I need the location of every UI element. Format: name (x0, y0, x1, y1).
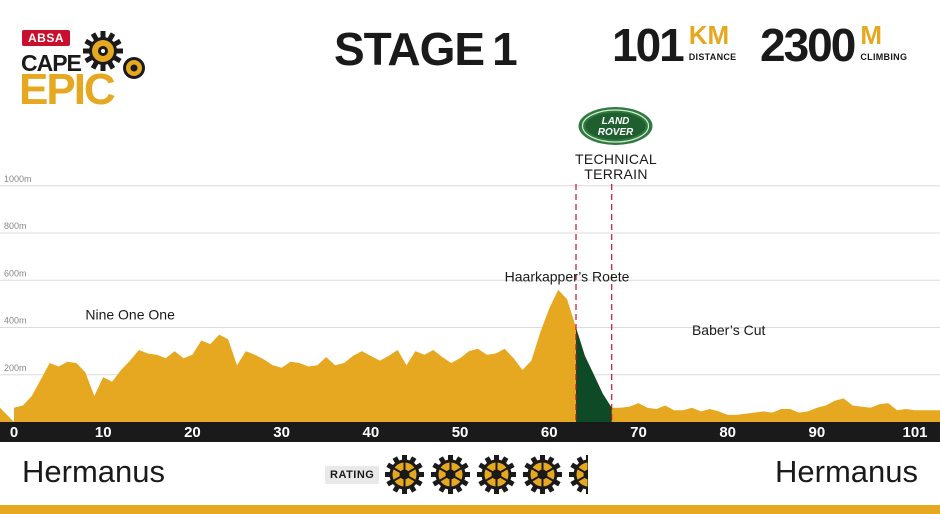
y-tick-label-400: 400m (4, 316, 27, 326)
x-tick-label-60: 60 (541, 424, 558, 441)
x-tick-label-101: 101 (902, 424, 927, 441)
finish-town: Hermanus (775, 454, 918, 489)
stage-label: STAGE (334, 23, 485, 75)
x-tick-label-50: 50 (452, 424, 469, 441)
start-town: Hermanus (22, 454, 165, 489)
x-tick-label-30: 30 (273, 424, 290, 441)
stage-title: STAGE 1 (334, 22, 518, 76)
climbing-value: 2300 (760, 19, 856, 71)
x-tick-label-90: 90 (809, 424, 826, 441)
logo-cog-small-icon (123, 57, 145, 79)
technical-terrain-line2: TERRAIN (584, 166, 648, 182)
climbing-label: CLIMBING (860, 52, 908, 62)
technical-terrain-area (576, 327, 612, 422)
chart-x-axis: 0 10 20 30 40 50 60 70 80 90 101 (0, 422, 940, 442)
y-tick-label-200: 200m (4, 363, 27, 373)
land-rover-badge: LAND ROVER (578, 107, 653, 145)
y-tick-label-600: 600m (4, 268, 27, 278)
logo-line-cape: CAPE (21, 50, 82, 76)
climbing-unit: M (860, 20, 883, 50)
x-tick-label-10: 10 (95, 424, 112, 441)
distance-unit: KM (688, 20, 730, 50)
rating-cog-half-icon (569, 455, 589, 494)
rating-cog-icon (431, 455, 471, 494)
chart-grid: 200m 400m 600m 800m 1000m (0, 174, 940, 376)
x-axis-band (0, 422, 940, 442)
rating-label: RATING (325, 465, 380, 484)
x-tick-label-80: 80 (719, 424, 736, 441)
rating-cog-icon (523, 455, 563, 494)
absa-logo-text: ABSA (22, 30, 71, 46)
annotation-1: Haarkapper’s Roete (505, 269, 630, 285)
annotation-2: Baber’s Cut (692, 322, 766, 338)
distance-stat: 101 KM DISTANCE (612, 22, 736, 68)
x-tick-label-40: 40 (362, 424, 379, 441)
land-rover-line1: LAND (602, 116, 630, 127)
y-tick-label-1000: 1000m (4, 174, 32, 184)
annotation-0: Nine One One (85, 307, 175, 323)
stage-number: 1 (492, 23, 518, 75)
elevation-area (0, 289, 940, 422)
chart-annotations: Nine One One Haarkapper’s Roete Baber’s Cu… (85, 269, 765, 338)
x-tick-label-70: 70 (630, 424, 647, 441)
rating-cog-icon (385, 455, 425, 494)
x-tick-label-0: 0 (10, 424, 18, 441)
footer-accent-bar (0, 505, 940, 514)
technical-terrain-label: TECHNICAL TERRAIN (560, 152, 672, 182)
distance-value: 101 (612, 19, 685, 71)
land-rover-line2: ROVER (598, 127, 634, 138)
chart-area-layer (0, 289, 940, 422)
rating-cog-icon (477, 455, 517, 494)
logo-line-epic: EPIC (19, 65, 116, 114)
y-tick-label-800: 800m (4, 221, 27, 231)
climbing-stat: 2300 M CLIMBING (760, 22, 907, 68)
technical-terrain-line1: TECHNICAL (574, 151, 658, 167)
x-tick-label-20: 20 (184, 424, 201, 441)
difficulty-rating: RATING (325, 455, 595, 494)
rating-cogs (385, 455, 595, 494)
elevation-profile-chart: 200m 400m 600m 800m 1000m Nine One One Haarka… (0, 174, 940, 442)
cape-epic-logo: ABSA CAPE EPIC (18, 24, 153, 119)
distance-label: DISTANCE (688, 52, 737, 62)
logo-cog-large-icon (83, 31, 123, 71)
